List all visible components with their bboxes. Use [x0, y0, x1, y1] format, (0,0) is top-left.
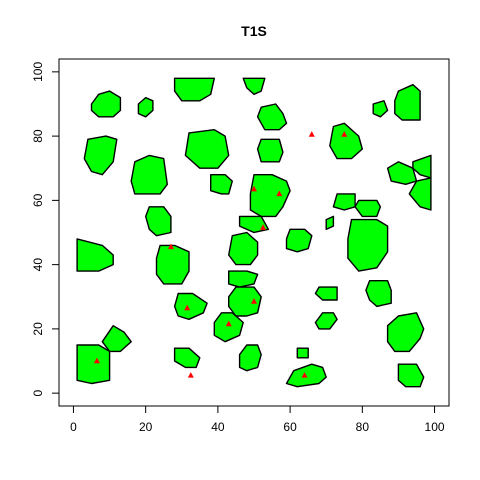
polygon-37	[77, 345, 110, 384]
polygon-22	[348, 220, 388, 272]
y-tick-label: 80	[31, 129, 45, 143]
polygon-2	[175, 78, 215, 101]
y-tick-label: 100	[31, 62, 45, 82]
polygon-5	[373, 101, 387, 117]
polygon-23	[287, 229, 312, 252]
polygon-29	[366, 281, 391, 307]
polygon-30	[229, 287, 262, 316]
x-axis: 0 20 40 60 80 100	[70, 406, 445, 434]
polygon-20	[240, 216, 269, 232]
point-0	[309, 131, 315, 137]
polygon-10	[330, 123, 363, 158]
polygon-3	[243, 78, 265, 94]
polygon-41	[398, 364, 423, 387]
polygon-1	[138, 98, 153, 117]
x-tick-label: 80	[356, 420, 370, 434]
polygon-6	[258, 104, 287, 130]
y-tick-label: 40	[31, 258, 45, 272]
y-axis: 0 20 40 60 80 100	[31, 62, 59, 397]
polygon-26	[157, 245, 190, 284]
polygon-4	[395, 85, 420, 120]
polygon-38	[175, 348, 200, 367]
polygon-32	[315, 313, 337, 329]
polygon-layer	[77, 78, 431, 386]
polygon-21	[326, 216, 333, 229]
polygon-27	[229, 271, 258, 287]
polygon-39	[297, 348, 308, 358]
polygon-24	[77, 239, 113, 271]
point-10	[188, 372, 194, 378]
polygon-12	[413, 155, 431, 178]
polygon-15	[250, 175, 290, 217]
polygon-36	[240, 345, 262, 371]
polygon-25	[229, 233, 258, 265]
y-tick-label: 0	[31, 389, 45, 396]
polygon-8	[185, 130, 228, 169]
polygon-7	[84, 136, 117, 175]
polygon-0	[92, 91, 121, 117]
polygon-31	[175, 294, 208, 320]
y-tick-label: 20	[31, 322, 45, 336]
polygon-34	[388, 313, 424, 352]
polygon-11	[388, 162, 417, 185]
x-tick-label: 40	[211, 420, 225, 434]
x-tick-label: 100	[425, 420, 445, 434]
x-tick-label: 60	[283, 420, 297, 434]
polygon-14	[211, 175, 233, 194]
polygon-19	[146, 207, 171, 236]
polygon-28	[315, 287, 337, 300]
x-tick-label: 0	[70, 420, 77, 434]
polygon-18	[355, 200, 380, 216]
polygon-13	[131, 155, 167, 194]
y-tick-label: 60	[31, 193, 45, 207]
chart-title: T1S	[241, 23, 267, 39]
polygon-33	[214, 313, 243, 342]
x-tick-label: 20	[139, 420, 153, 434]
polygon-35	[102, 326, 131, 352]
point-layer	[94, 131, 347, 378]
polygon-17	[333, 194, 355, 210]
polygon-9	[258, 139, 283, 162]
